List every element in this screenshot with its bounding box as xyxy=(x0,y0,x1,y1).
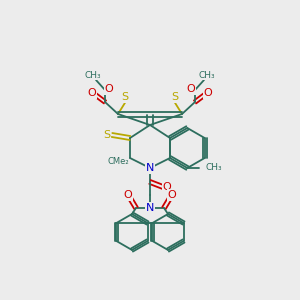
Text: S: S xyxy=(103,130,111,140)
Text: O: O xyxy=(105,84,113,94)
Text: N: N xyxy=(146,163,154,173)
Text: CH₃: CH₃ xyxy=(85,70,101,80)
Text: CMe₂: CMe₂ xyxy=(107,157,129,166)
Text: O: O xyxy=(187,84,195,94)
Text: CH₃: CH₃ xyxy=(199,70,215,80)
Text: O: O xyxy=(124,190,132,200)
Text: N: N xyxy=(146,203,154,213)
Text: O: O xyxy=(168,190,176,200)
Text: O: O xyxy=(163,182,171,192)
Text: S: S xyxy=(171,92,178,102)
Text: CH₃: CH₃ xyxy=(205,164,222,172)
Text: O: O xyxy=(88,88,96,98)
Text: S: S xyxy=(122,92,129,102)
Text: O: O xyxy=(204,88,212,98)
